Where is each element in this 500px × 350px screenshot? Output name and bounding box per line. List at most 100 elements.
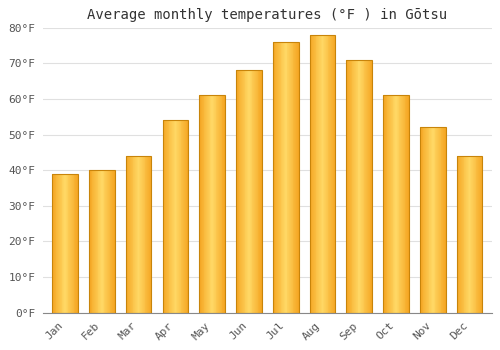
Bar (246, 70, 247, 313)
Bar (207, 95, 208, 313)
Bar (474, 156, 476, 313)
Bar (433, 127, 434, 313)
Bar (254, 70, 255, 313)
Bar (391, 95, 392, 313)
Bar (384, 95, 385, 313)
Bar (261, 70, 262, 313)
Bar (113, 170, 114, 313)
Bar (458, 156, 460, 313)
Bar (162, 120, 164, 313)
Bar (77, 174, 78, 313)
Bar (392, 95, 394, 313)
Bar (333, 35, 334, 313)
Bar (460, 156, 461, 313)
Bar (424, 127, 425, 313)
Bar (136, 156, 137, 313)
Bar (216, 95, 218, 313)
Bar (53, 174, 54, 313)
Bar (165, 120, 166, 313)
Bar (148, 156, 149, 313)
Bar (283, 42, 284, 313)
Bar (146, 156, 147, 313)
Bar (422, 127, 424, 313)
Bar (183, 120, 184, 313)
Bar (90, 170, 92, 313)
Bar (366, 60, 367, 313)
Bar (425, 127, 426, 313)
Bar (430, 127, 431, 313)
Bar (426, 127, 427, 313)
Bar (206, 95, 207, 313)
Bar (126, 156, 152, 313)
Bar (134, 156, 135, 313)
Bar (222, 95, 224, 313)
Bar (130, 156, 131, 313)
Bar (213, 95, 214, 313)
Bar (314, 35, 315, 313)
Bar (286, 42, 288, 313)
Bar (276, 42, 277, 313)
Bar (186, 120, 188, 313)
Bar (248, 70, 249, 313)
Bar (332, 35, 333, 313)
Bar (274, 42, 276, 313)
Bar (93, 170, 94, 313)
Bar (236, 70, 262, 313)
Bar (62, 174, 64, 313)
Bar (104, 170, 106, 313)
Bar (279, 42, 280, 313)
Bar (171, 120, 172, 313)
Bar (59, 174, 60, 313)
Bar (439, 127, 440, 313)
Bar (438, 127, 439, 313)
Bar (54, 174, 56, 313)
Bar (328, 35, 330, 313)
Bar (185, 120, 186, 313)
Bar (141, 156, 142, 313)
Bar (201, 95, 202, 313)
Bar (282, 42, 283, 313)
Bar (70, 174, 71, 313)
Bar (52, 174, 53, 313)
Bar (394, 95, 395, 313)
Bar (170, 120, 171, 313)
Bar (360, 60, 361, 313)
Bar (173, 120, 174, 313)
Bar (473, 156, 474, 313)
Bar (249, 70, 250, 313)
Bar (440, 127, 442, 313)
Bar (321, 35, 322, 313)
Bar (242, 70, 243, 313)
Bar (444, 127, 445, 313)
Bar (273, 42, 274, 313)
Bar (467, 156, 468, 313)
Bar (259, 70, 260, 313)
Bar (67, 174, 68, 313)
Bar (334, 35, 336, 313)
Bar (238, 70, 240, 313)
Bar (214, 95, 216, 313)
Bar (290, 42, 291, 313)
Bar (456, 156, 482, 313)
Bar (112, 170, 113, 313)
Bar (312, 35, 313, 313)
Bar (89, 170, 90, 313)
Bar (428, 127, 430, 313)
Bar (107, 170, 108, 313)
Bar (408, 95, 409, 313)
Bar (184, 120, 185, 313)
Bar (56, 174, 58, 313)
Bar (258, 70, 259, 313)
Bar (212, 95, 213, 313)
Bar (64, 174, 65, 313)
Bar (367, 60, 368, 313)
Bar (132, 156, 134, 313)
Bar (128, 156, 129, 313)
Bar (362, 60, 364, 313)
Bar (466, 156, 467, 313)
Bar (137, 156, 138, 313)
Bar (138, 156, 140, 313)
Bar (280, 42, 281, 313)
Bar (315, 35, 316, 313)
Bar (386, 95, 388, 313)
